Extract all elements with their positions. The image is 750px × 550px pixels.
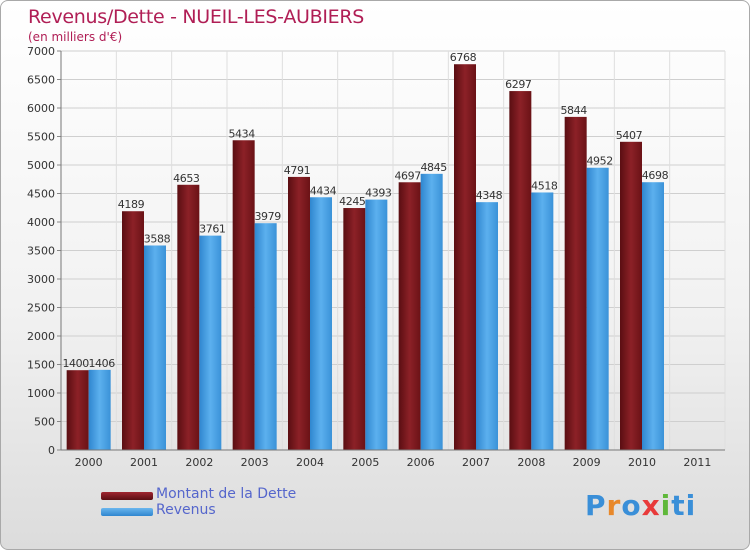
data-label-revenus-2007: 4348 (476, 189, 503, 202)
data-label-dette-2010: 5407 (616, 129, 643, 142)
x-tick-label-2010: 2010 (628, 456, 656, 469)
proxiti-logo: Proxiti (585, 489, 696, 522)
y-tick-label-3000: 3000 (27, 273, 55, 286)
x-tick-label-2002: 2002 (185, 456, 213, 469)
data-label-dette-2009: 5844 (560, 104, 587, 117)
bar-dette-2007 (454, 64, 476, 450)
y-tick-label-500: 500 (34, 416, 55, 429)
bar-dette-2001 (122, 211, 144, 450)
data-label-dette-2004: 4791 (284, 164, 310, 177)
data-label-revenus-2000: 1406 (88, 357, 115, 370)
bar-dette-2002 (177, 184, 200, 451)
bar-dette-2003 (232, 140, 255, 450)
bar-revenus-2009 (586, 167, 609, 450)
data-label-revenus-2002: 3761 (199, 223, 225, 236)
data-label-revenus-2005: 4393 (365, 187, 392, 200)
data-label-revenus-2004: 4434 (310, 184, 337, 197)
logo-letter-0: P (585, 489, 607, 522)
bar-revenus-2002 (199, 235, 222, 450)
y-tick-label-1000: 1000 (27, 387, 55, 400)
y-tick-label-4000: 4000 (27, 216, 55, 229)
data-label-dette-2001: 4189 (118, 198, 145, 211)
chart-subtitle: (en milliers d'€) (28, 30, 123, 44)
data-label-revenus-2009: 4952 (586, 155, 612, 168)
x-tick-label-2007: 2007 (462, 456, 490, 469)
x-tick-label-2009: 2009 (573, 456, 601, 469)
bar-revenus-2007 (476, 202, 498, 450)
bar-dette-2004 (288, 176, 310, 450)
bar-dette-2000 (66, 370, 89, 450)
y-tick-label-2000: 2000 (27, 330, 55, 343)
logo-letter-5: t (671, 489, 686, 522)
data-label-dette-2000: 1400 (62, 357, 89, 370)
bar-dette-2008 (509, 91, 532, 451)
data-label-revenus-2003: 3979 (254, 210, 281, 223)
x-tick-label-2000: 2000 (75, 456, 103, 469)
logo-letter-1: r (606, 489, 622, 522)
bar-revenus-2004 (310, 197, 332, 450)
x-tick-label-2011: 2011 (683, 456, 711, 469)
bar-dette-2006 (398, 182, 421, 450)
data-label-dette-2007: 6768 (450, 51, 477, 64)
bar-revenus-2005 (365, 199, 388, 450)
x-tick-label-2004: 2004 (296, 456, 324, 469)
logo-letter-4: i (660, 489, 672, 522)
logo-letter-3: x (641, 489, 661, 522)
y-tick-label-5000: 5000 (27, 159, 55, 172)
bar-revenus-2008 (531, 192, 554, 450)
y-tick-label-1500: 1500 (27, 359, 55, 372)
data-label-dette-2002: 4653 (173, 172, 200, 185)
y-tick-label-2500: 2500 (27, 302, 55, 315)
data-label-revenus-2001: 3588 (144, 232, 171, 245)
logo-letter-2: o (621, 489, 642, 522)
bar-dette-2010 (620, 141, 642, 450)
bar-dette-2009 (564, 116, 587, 450)
legend-label-revenus: Revenus (156, 502, 216, 518)
y-tick-label-4500: 4500 (27, 188, 55, 201)
y-tick-label-0: 0 (48, 444, 55, 457)
legend-swatch-dette (101, 492, 153, 500)
data-label-dette-2006: 4697 (394, 169, 421, 182)
data-label-dette-2008: 6297 (505, 78, 532, 91)
legend-swatch-revenus (101, 508, 153, 516)
x-tick-label-2005: 2005 (351, 456, 379, 469)
data-label-revenus-2008: 4518 (531, 179, 558, 192)
data-label-dette-2005: 4245 (339, 195, 366, 208)
chart-title: Revenus/Dette - NUEIL-LES-AUBIERS (28, 6, 365, 28)
bar-revenus-2010 (642, 182, 664, 451)
y-tick-label-6500: 6500 (27, 74, 55, 87)
logo-letter-6: i (685, 489, 697, 522)
data-label-revenus-2010: 4698 (642, 169, 669, 182)
y-tick-label-6000: 6000 (27, 102, 55, 115)
bar-revenus-2006 (420, 173, 443, 450)
data-label-dette-2003: 5434 (228, 127, 255, 140)
y-tick-label-7000: 7000 (27, 45, 55, 58)
bar-revenus-2003 (254, 223, 277, 450)
bar-revenus-2001 (144, 245, 166, 450)
bar-revenus-2000 (88, 369, 111, 450)
data-label-revenus-2006: 4845 (420, 161, 447, 174)
bar-dette-2005 (343, 208, 366, 450)
legend-label-dette: Montant de la Dette (156, 486, 297, 502)
x-tick-label-2006: 2006 (407, 456, 435, 469)
x-tick-label-2001: 2001 (130, 456, 158, 469)
x-tick-label-2008: 2008 (517, 456, 545, 469)
y-tick-label-5500: 5500 (27, 131, 55, 144)
x-tick-label-2003: 2003 (241, 456, 269, 469)
y-tick-label-3500: 3500 (27, 245, 55, 258)
